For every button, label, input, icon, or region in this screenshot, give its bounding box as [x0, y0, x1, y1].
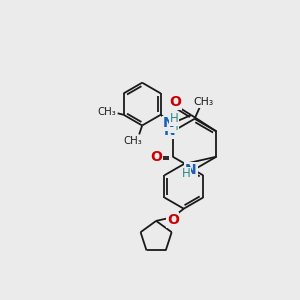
Text: N: N: [163, 124, 175, 138]
Text: H: H: [170, 120, 178, 133]
Text: CH₃: CH₃: [98, 107, 116, 117]
Text: H: H: [182, 167, 190, 180]
Text: CH₃: CH₃: [124, 136, 142, 146]
Text: O: O: [150, 150, 162, 164]
Text: H: H: [170, 112, 178, 125]
Text: N: N: [185, 163, 197, 177]
Text: N: N: [163, 116, 175, 130]
Text: O: O: [167, 213, 179, 227]
Text: CH₃: CH₃: [194, 98, 214, 107]
Text: O: O: [169, 95, 181, 109]
